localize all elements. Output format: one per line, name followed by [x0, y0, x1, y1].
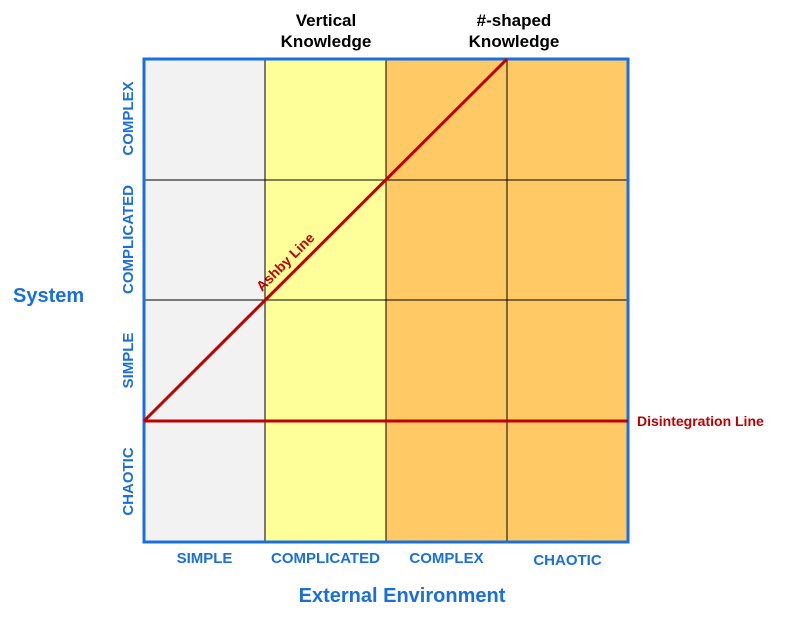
x-label-simple: SIMPLE — [176, 550, 233, 567]
disintegration-line-label: Disintegration Line — [637, 413, 764, 429]
x-axis-title: External Environment — [298, 585, 506, 607]
vertical-knowledge-line-2: Knowledge — [280, 32, 372, 51]
hash-shaped-knowledge-label: #-shaped Knowledge — [434, 10, 594, 52]
x-label-chaotic: CHAOTIC — [533, 552, 602, 569]
ashby-line — [142, 57, 509, 423]
hash-shaped-knowledge-line-2: Knowledge — [468, 32, 560, 51]
matrix-border — [142, 57, 630, 544]
vertical-knowledge-label: Vertical Knowledge — [246, 10, 406, 52]
x-label-complicated: COMPLICATED — [271, 550, 380, 567]
y-axis-title: System — [13, 285, 85, 307]
x-label-complex: COMPLEX — [409, 550, 484, 567]
hash-shaped-knowledge-line-1: #-shaped — [476, 11, 552, 30]
x-axis-title-wrap: External Environment — [0, 585, 800, 608]
vertical-knowledge-line-1: Vertical — [295, 11, 357, 30]
